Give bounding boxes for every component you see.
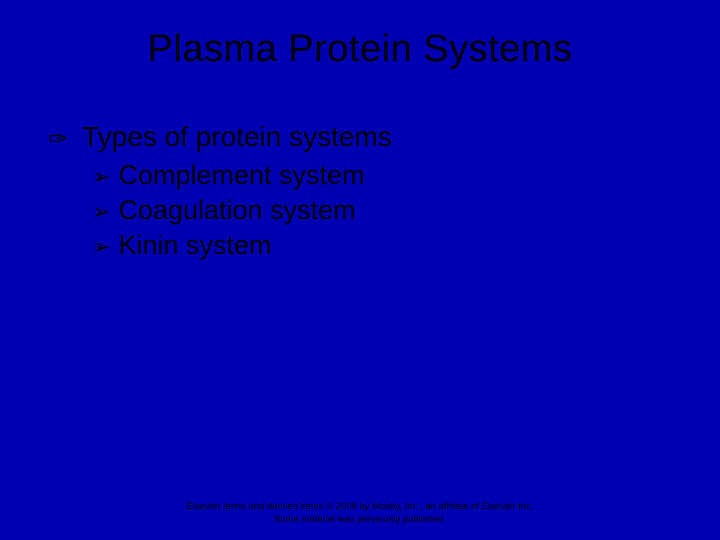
slide: Plasma Protein Systems ✑ Types of protei… <box>0 0 720 540</box>
slide-content: ✑ Types of protein systems ➢ Complement … <box>0 91 720 261</box>
list-item-text: Complement system <box>118 160 364 191</box>
list-item: ✑ Types of protein systems <box>48 121 720 154</box>
list-item: ➢ Kinin system <box>92 230 720 261</box>
list-item-text: Kinin system <box>118 230 271 261</box>
footer-line-2: Some material was previously published. <box>0 514 720 526</box>
chevron-right-icon: ➢ <box>92 164 110 190</box>
chevron-right-icon: ➢ <box>92 234 110 260</box>
footer-line-1: Elsevier items and derived items © 2008 … <box>0 501 720 513</box>
bullet-icon: ✑ <box>48 125 68 154</box>
list-item: ➢ Complement system <box>92 160 720 191</box>
list-item: ➢ Coagulation system <box>92 195 720 226</box>
list-item-text: Types of protein systems <box>82 121 392 153</box>
slide-footer: Elsevier items and derived items © 2008 … <box>0 501 720 526</box>
chevron-right-icon: ➢ <box>92 199 110 225</box>
list-item-text: Coagulation system <box>118 195 355 226</box>
slide-title: Plasma Protein Systems <box>0 0 720 91</box>
